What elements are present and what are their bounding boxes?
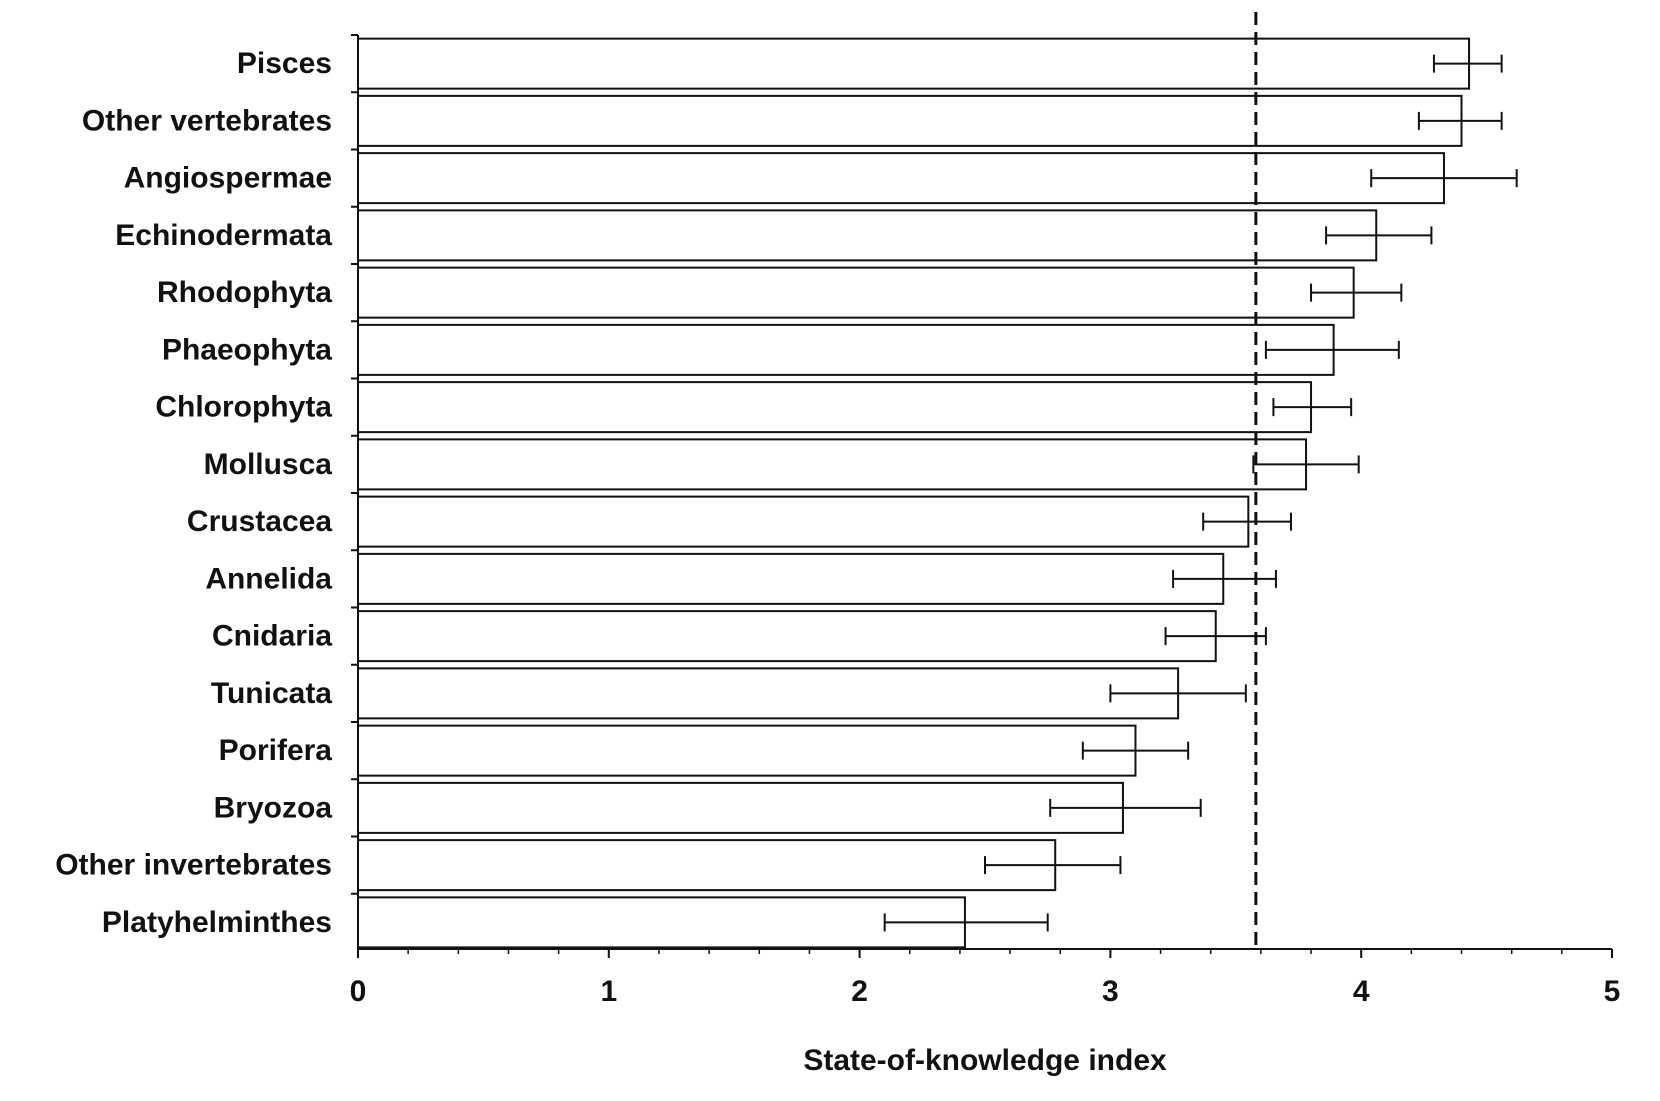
category-label: Tunicata xyxy=(211,677,332,710)
error-bars-layer xyxy=(883,54,1518,932)
bar xyxy=(357,323,1335,376)
bar xyxy=(357,266,1355,319)
bar xyxy=(357,381,1313,434)
bar xyxy=(357,667,1180,720)
bar xyxy=(357,94,1463,147)
bar xyxy=(357,152,1445,205)
bar xyxy=(357,495,1250,548)
category-label: Bryozoa xyxy=(214,791,333,824)
x-tick-label: 4 xyxy=(1353,975,1370,1008)
bar xyxy=(357,209,1378,262)
category-label: Porifera xyxy=(219,734,333,767)
category-label: Crustacea xyxy=(187,505,332,538)
bar xyxy=(357,724,1137,777)
category-label: Other invertebrates xyxy=(55,849,332,882)
x-axis: 0 1 2 3 4 5 xyxy=(350,34,1621,1008)
category-label: Pisces xyxy=(237,47,332,80)
x-axis-title: State-of-knowledge index xyxy=(803,1044,1167,1077)
x-tick-label: 5 xyxy=(1604,975,1621,1008)
x-tick-label: 3 xyxy=(1102,975,1119,1008)
category-label: Angiospermae xyxy=(124,162,332,195)
bar xyxy=(357,839,1057,892)
x-tick-label: 1 xyxy=(600,975,617,1008)
category-label: Cnidaria xyxy=(212,620,332,653)
bar xyxy=(357,610,1217,663)
bar xyxy=(357,438,1308,491)
category-label: Mollusca xyxy=(204,448,333,481)
x-tick-label: 2 xyxy=(851,975,868,1008)
category-label: Phaeophyta xyxy=(162,333,332,366)
bar xyxy=(357,37,1471,90)
bar xyxy=(357,552,1225,605)
x-tick-label: 0 xyxy=(350,975,367,1008)
category-label: Annelida xyxy=(205,562,332,595)
category-label: Rhodophyta xyxy=(157,276,332,309)
bar xyxy=(357,781,1124,834)
category-label: Echinodermata xyxy=(115,219,332,252)
category-label: Chlorophyta xyxy=(155,391,332,424)
category-labels: Pisces Other vertebrates Angiospermae Echin… xyxy=(55,47,332,939)
category-label: Platyhelminthes xyxy=(102,906,332,939)
bars-layer xyxy=(357,37,1471,949)
category-label: Other vertebrates xyxy=(82,104,332,137)
bar xyxy=(357,896,966,949)
